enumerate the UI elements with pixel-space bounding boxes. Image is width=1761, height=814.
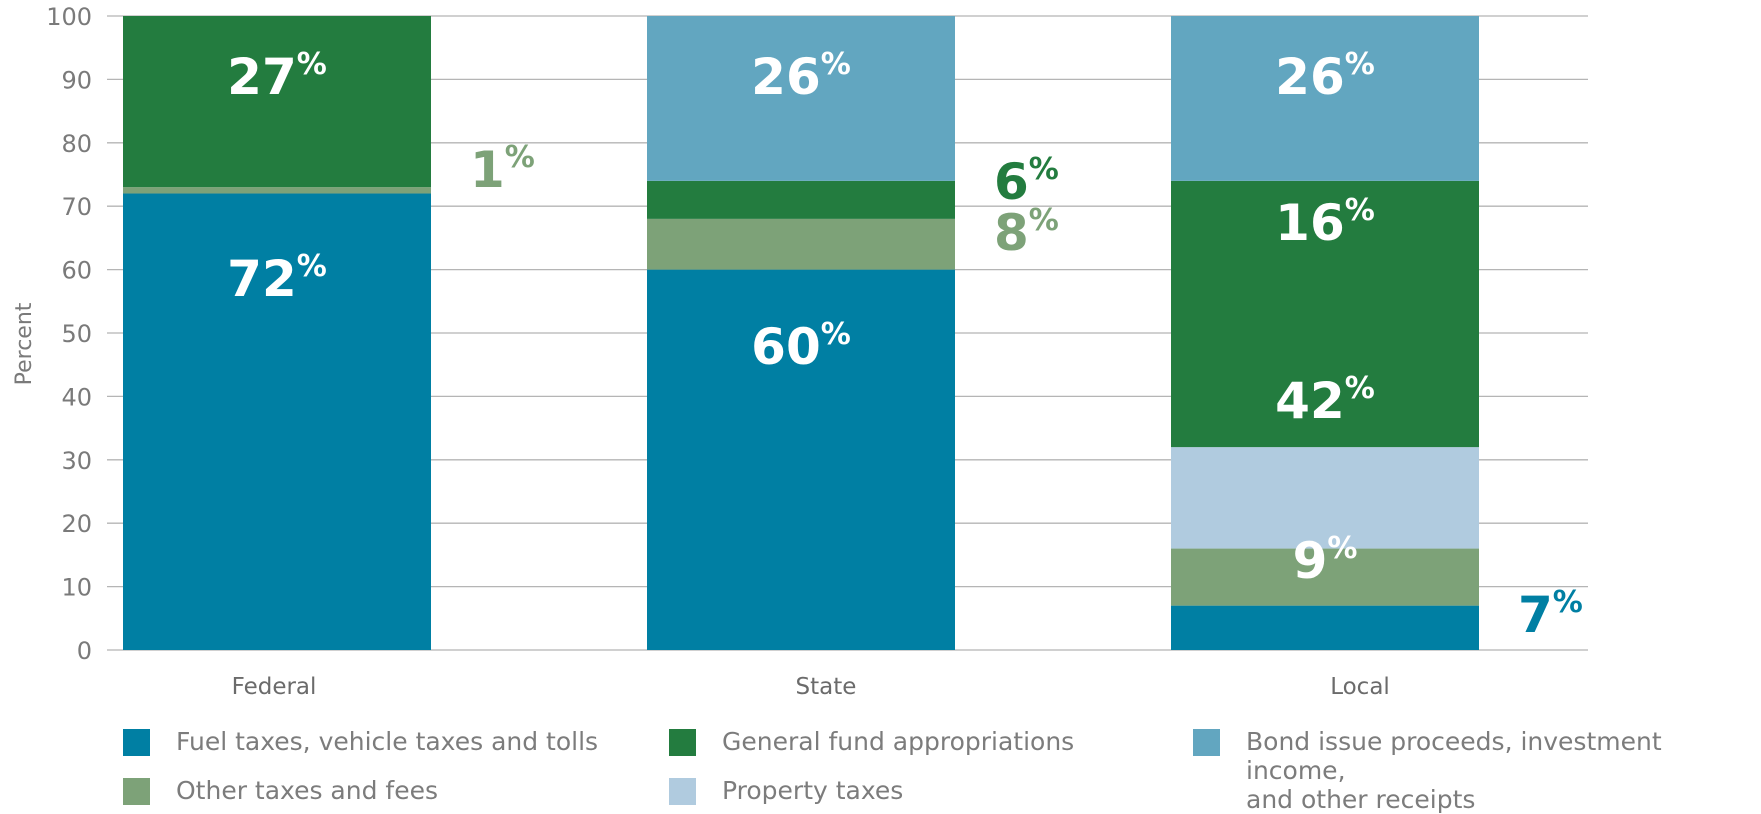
- data-label: 72%: [227, 249, 327, 308]
- y-tick-label: 50: [61, 320, 92, 348]
- y-tick-label: 40: [61, 383, 92, 411]
- legend-swatch: [123, 778, 150, 805]
- data-label: 16%: [1275, 193, 1375, 252]
- x-category-label: Federal: [232, 674, 317, 700]
- legend-item-other-taxes: Other taxes and fees: [123, 776, 438, 805]
- bar-segment: [647, 180, 955, 219]
- legend-item-property-taxes: Property taxes: [669, 776, 903, 805]
- data-label: 26%: [751, 47, 851, 106]
- y-tick-label: 100: [46, 3, 92, 31]
- y-tick-label: 80: [61, 130, 92, 158]
- legend-swatch: [669, 729, 696, 756]
- bar-segment: [123, 187, 431, 194]
- bar-segment: [123, 193, 431, 650]
- bars: [123, 16, 1479, 650]
- legend-label: Other taxes and fees: [176, 776, 438, 805]
- bar-segment: [1171, 548, 1479, 606]
- data-label: 26%: [1275, 47, 1375, 106]
- data-label: 8%: [994, 203, 1059, 262]
- legend-swatch: [1193, 729, 1220, 756]
- bar-segment: [123, 16, 431, 188]
- data-label: 7%: [1518, 585, 1583, 644]
- y-tick-label: 10: [61, 574, 92, 602]
- x-category-label: State: [796, 674, 857, 700]
- data-label: 27%: [227, 47, 327, 106]
- y-tick-label: 70: [61, 193, 92, 221]
- data-label: 6%: [994, 152, 1059, 211]
- bar-segment: [647, 16, 955, 181]
- y-tick-label: 20: [61, 510, 92, 538]
- data-label: 9%: [1293, 531, 1358, 590]
- y-tick-label: 30: [61, 447, 92, 475]
- legend-label: General fund appropriations: [722, 727, 1075, 756]
- bar-segment: [1171, 605, 1479, 650]
- bar-segment: [1171, 16, 1479, 181]
- legend-item-fuel-taxes: Fuel taxes, vehicle taxes and tolls: [123, 727, 598, 756]
- bar-segment: [1171, 180, 1479, 448]
- data-label: 42%: [1275, 371, 1375, 430]
- legend-swatch: [123, 729, 150, 756]
- data-label: 60%: [751, 317, 851, 376]
- x-category-label: Local: [1330, 674, 1390, 700]
- legend-swatch: [669, 778, 696, 805]
- legend-item-bond-issue: Bond issue proceeds, investment income, …: [1193, 727, 1761, 814]
- bar-segment: [647, 269, 955, 650]
- bar-segment: [1171, 447, 1479, 549]
- y-tick-label: 0: [77, 637, 92, 665]
- legend-label: Bond issue proceeds, investment income, …: [1246, 727, 1662, 814]
- legend-label: Fuel taxes, vehicle taxes and tolls: [176, 727, 599, 756]
- data-label: 1%: [470, 140, 535, 199]
- legend-item-general-fund: General fund appropriations: [669, 727, 1074, 756]
- y-axis-label: Percent: [12, 302, 37, 385]
- y-tick-label: 60: [61, 257, 92, 285]
- y-tick-label: 90: [61, 66, 92, 94]
- bar-segment: [647, 218, 955, 270]
- legend-label: Property taxes: [722, 776, 904, 805]
